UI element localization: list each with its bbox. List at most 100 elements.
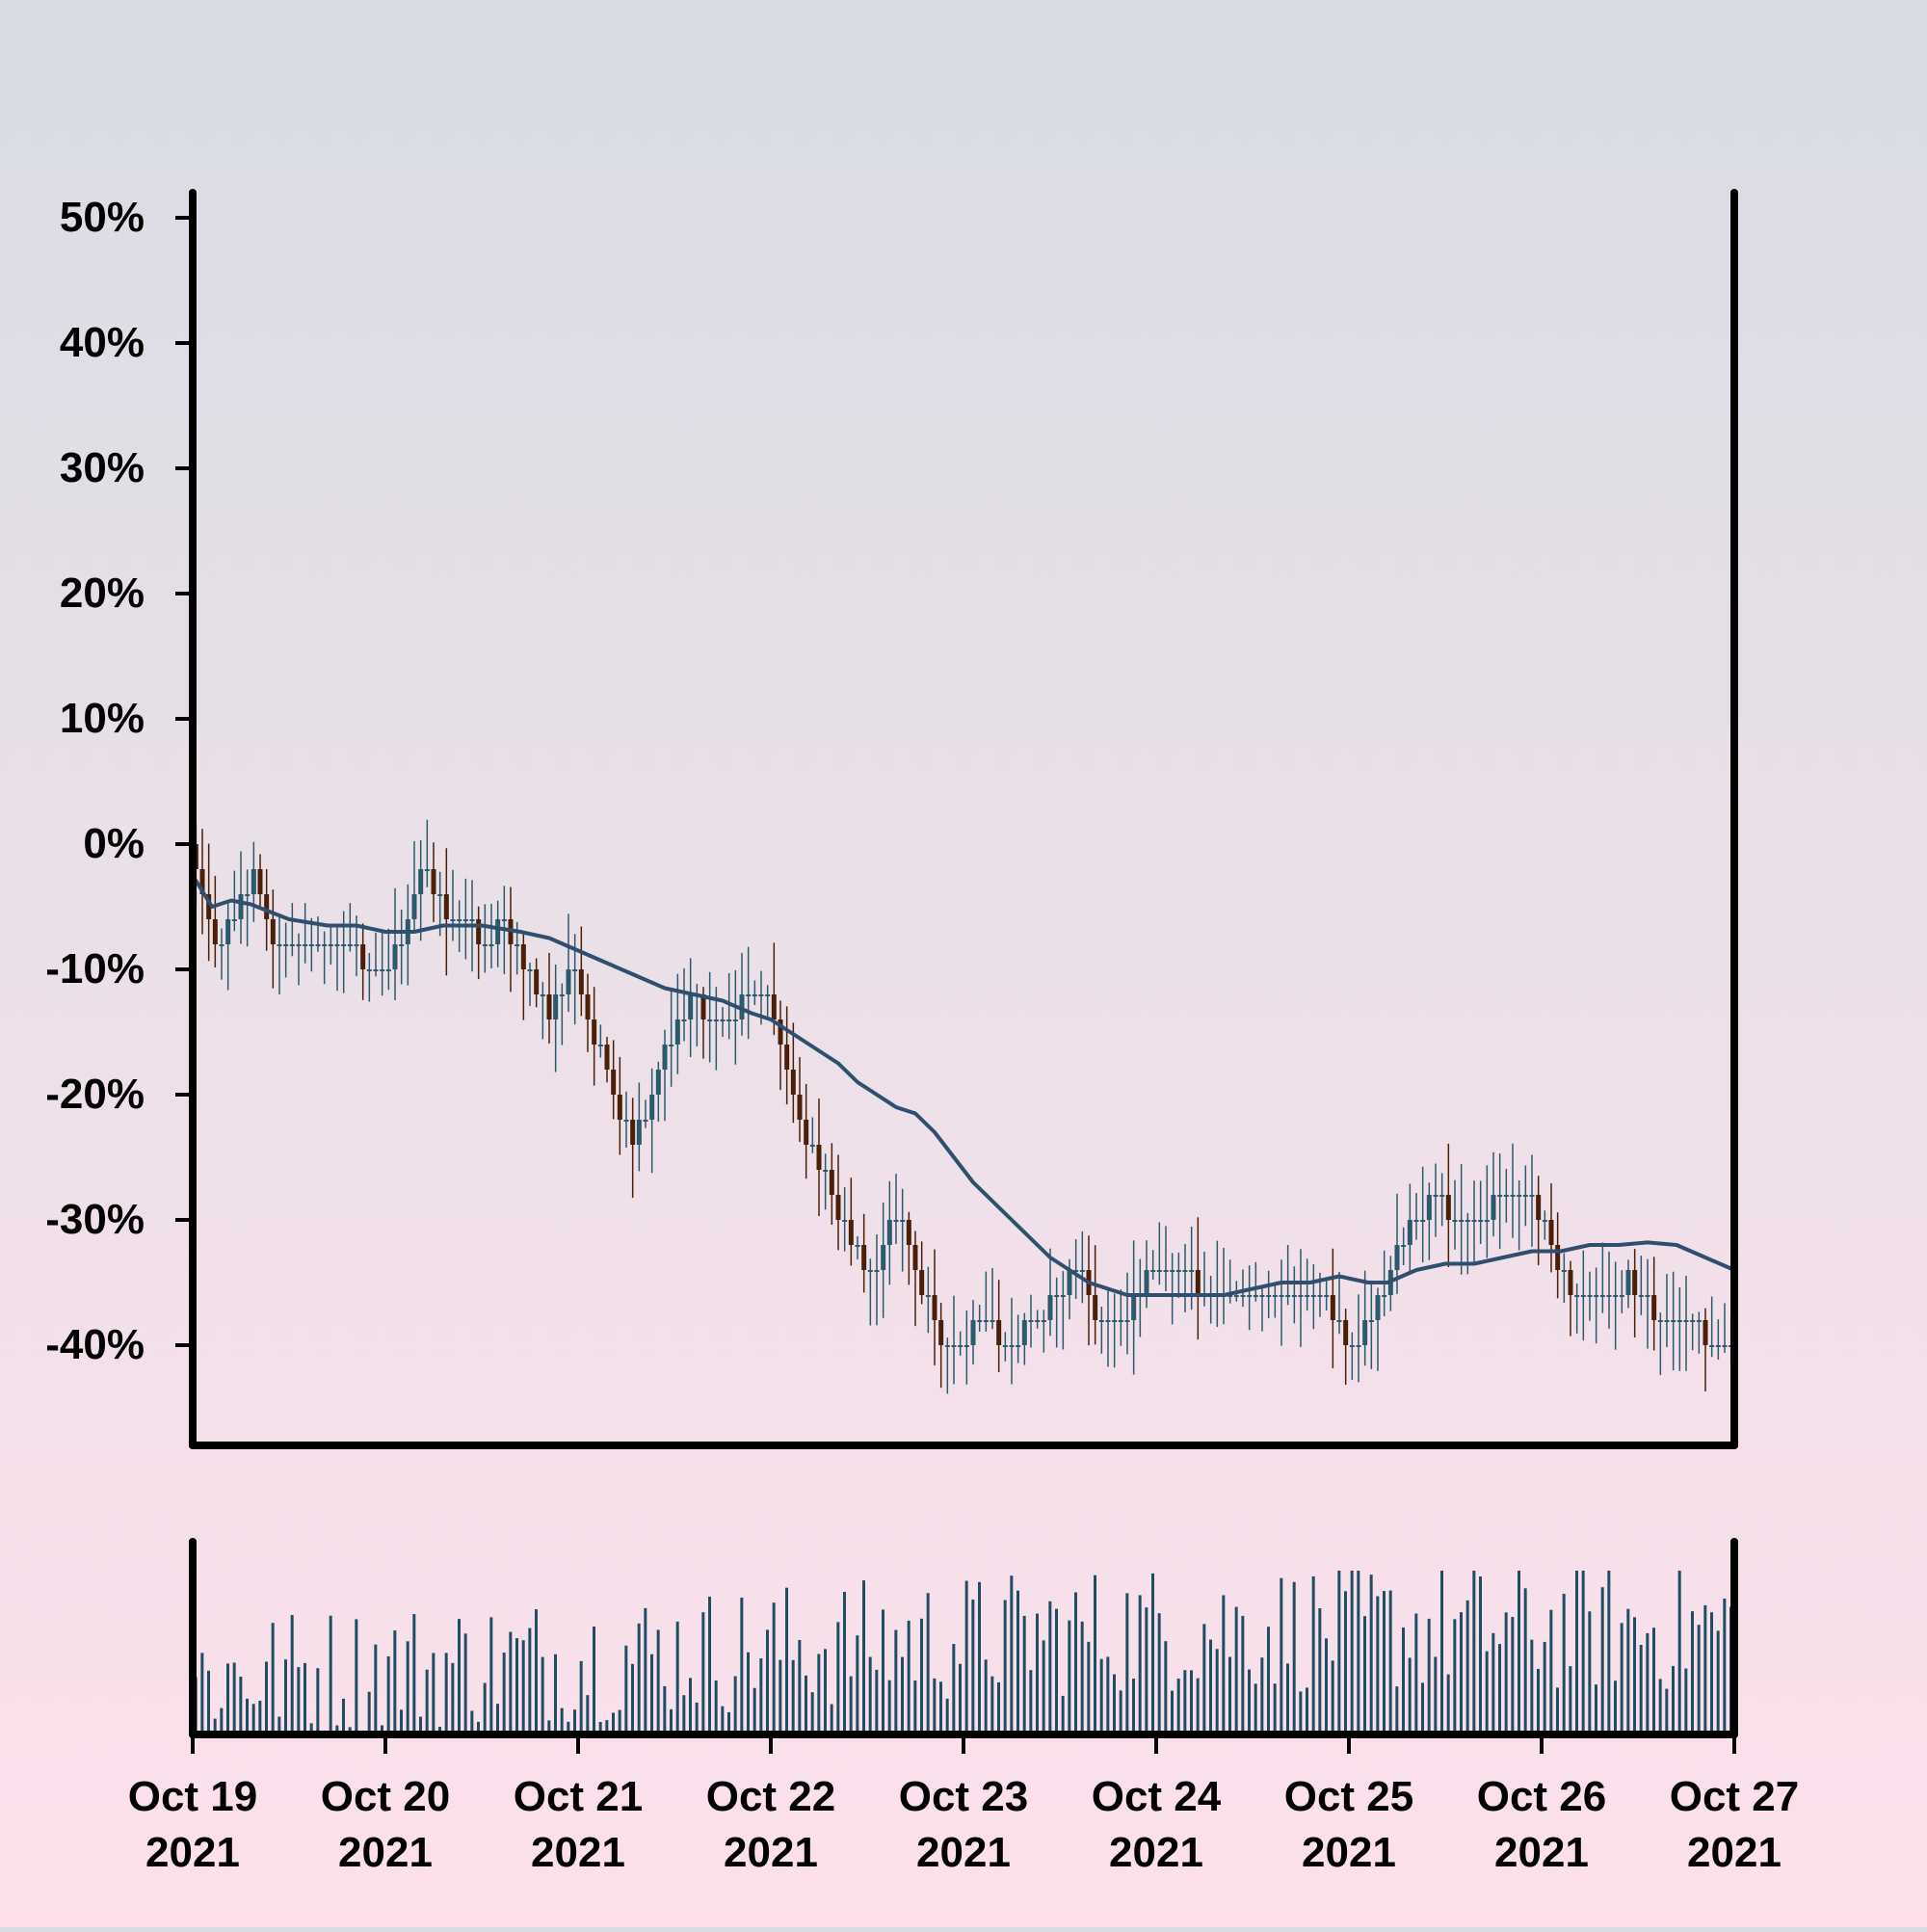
candle-body <box>303 944 308 946</box>
candle-body <box>804 1120 809 1145</box>
volume-bar <box>1106 1656 1110 1734</box>
volume-bar <box>1575 1571 1578 1734</box>
volume-bar <box>1273 1683 1277 1734</box>
volume-bar <box>1318 1608 1322 1734</box>
volume-bar <box>670 1708 673 1734</box>
volume-bar <box>1363 1616 1366 1734</box>
y-tick-label: -30% <box>45 1196 145 1243</box>
candle-body <box>1150 1270 1156 1272</box>
candle-body <box>983 1320 989 1322</box>
candle-body <box>1144 1270 1149 1295</box>
volume-bar <box>843 1592 846 1734</box>
volume-bar <box>1094 1575 1096 1734</box>
candle-body <box>1233 1295 1239 1297</box>
candle-body <box>578 969 584 994</box>
candle-body <box>1491 1195 1496 1220</box>
candle-body <box>1503 1195 1509 1197</box>
volume-bar <box>1446 1674 1450 1734</box>
candle-body <box>861 1245 867 1270</box>
volume-bar <box>1530 1639 1534 1734</box>
volume-bar <box>1626 1608 1630 1734</box>
candle-body <box>1413 1220 1419 1222</box>
y-tick-label: -40% <box>45 1321 145 1368</box>
volume-bar <box>1190 1670 1193 1734</box>
volume-bar <box>1402 1627 1405 1734</box>
candle-body <box>1047 1295 1053 1320</box>
candle-body <box>283 944 289 946</box>
volume-bar <box>1665 1688 1669 1734</box>
candle-body <box>1182 1270 1188 1272</box>
volume-bar <box>1222 1595 1226 1734</box>
candle-body <box>392 944 398 969</box>
price-panel <box>191 819 1735 1394</box>
volume-bar <box>631 1663 634 1734</box>
candle-body <box>1715 1345 1721 1347</box>
candle-body <box>1079 1270 1085 1272</box>
volume-bar <box>297 1667 301 1734</box>
volume-bar <box>1183 1670 1187 1734</box>
volume-bar <box>1145 1607 1148 1734</box>
volume-bar <box>772 1602 776 1734</box>
candle-body <box>964 1345 969 1347</box>
volume-bar <box>759 1657 763 1734</box>
volume-bar <box>1036 1613 1039 1734</box>
candle-body <box>245 894 251 896</box>
candle-body <box>604 1045 610 1070</box>
candle-body <box>996 1320 1002 1345</box>
volume-bar <box>933 1678 937 1734</box>
candle-body <box>848 1220 854 1245</box>
volume-bar <box>727 1711 730 1734</box>
candle-body <box>399 944 405 946</box>
candle-body <box>1349 1345 1355 1347</box>
candle-body <box>681 1019 687 1021</box>
candle-body <box>1343 1320 1349 1345</box>
volume-bar <box>1395 1686 1399 1734</box>
volume-bar <box>1138 1595 1142 1734</box>
candle-body <box>855 1245 860 1247</box>
candle-body <box>1266 1295 1272 1297</box>
candle-body <box>713 1019 719 1021</box>
candle-body <box>1580 1295 1586 1297</box>
candle-body <box>540 994 545 996</box>
volume-bar <box>663 1685 667 1734</box>
y-tick-label: -10% <box>45 945 145 992</box>
candle-body <box>354 944 359 946</box>
volume-bar <box>1376 1596 1380 1734</box>
volume-bar <box>984 1659 988 1734</box>
candle-body <box>322 944 328 946</box>
x-tick-label: Oct 22 <box>706 1773 836 1820</box>
candle-body <box>1683 1320 1689 1322</box>
candle-body <box>790 1070 796 1095</box>
candle-body <box>1227 1295 1233 1297</box>
candle-body <box>990 1320 995 1322</box>
candle-body <box>1021 1320 1027 1345</box>
candle-body <box>450 919 456 921</box>
candle-body <box>1035 1320 1041 1322</box>
x-tick-label: Oct 25 <box>1284 1773 1414 1820</box>
candle-body <box>809 1145 815 1147</box>
x-tick-label-year: 2021 <box>1687 1829 1782 1876</box>
volume-bar <box>1016 1590 1019 1734</box>
x-tick-label-year: 2021 <box>1494 1829 1589 1876</box>
x-tick-label: Oct 23 <box>899 1773 1029 1820</box>
candle-body <box>630 1120 636 1145</box>
candle-body <box>1555 1245 1561 1270</box>
volume-bar <box>747 1652 750 1734</box>
candle-body <box>1131 1295 1137 1320</box>
candle-body <box>212 919 218 944</box>
volume-bar <box>200 1653 204 1734</box>
candle-body <box>655 1070 661 1095</box>
volume-bar <box>355 1619 358 1734</box>
volume-bar <box>496 1704 499 1734</box>
volume-bar <box>579 1660 583 1734</box>
volume-bar <box>342 1698 345 1734</box>
volume-bar <box>541 1656 544 1734</box>
volume-panel <box>194 1571 1732 1734</box>
volume-bar <box>1716 1630 1720 1734</box>
volume-bar <box>1029 1670 1033 1734</box>
volume-bar <box>277 1716 281 1734</box>
volume-bar <box>1087 1641 1091 1734</box>
x-tick-label: Oct 24 <box>1092 1773 1222 1820</box>
candle-body <box>566 969 571 994</box>
candle-body <box>1016 1345 1021 1347</box>
